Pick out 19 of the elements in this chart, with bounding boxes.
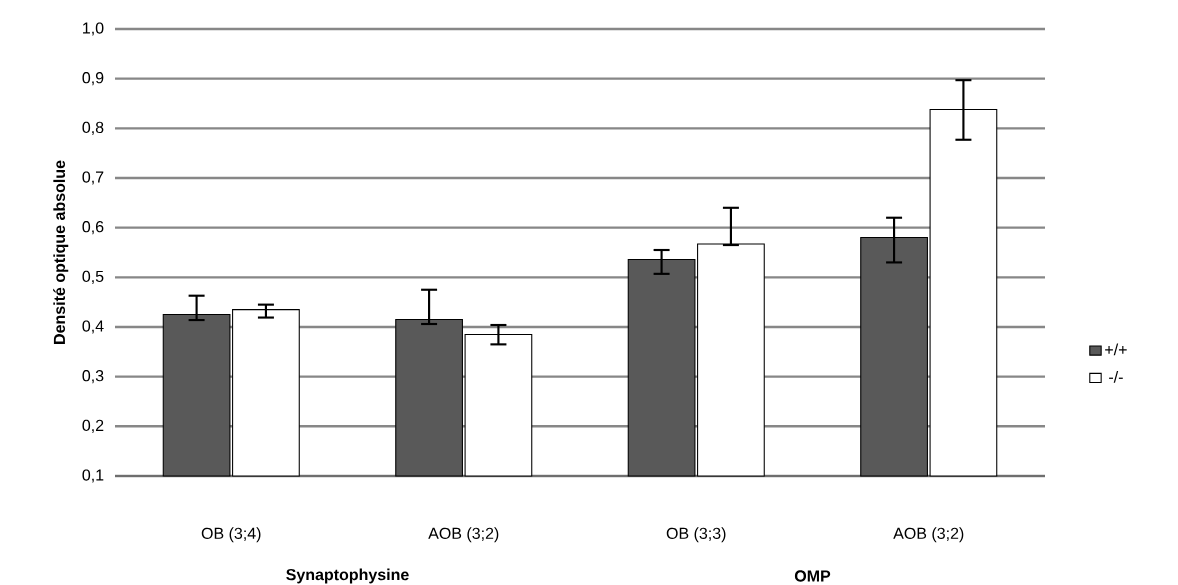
y-tick-label: 0,2 bbox=[82, 419, 104, 433]
y-tick-label: 1,0 bbox=[83, 22, 104, 36]
x-tick-label: OB (3;3) bbox=[666, 527, 726, 543]
y-tick-label: 0,1 bbox=[82, 469, 104, 483]
text: Synaptophysine bbox=[286, 568, 409, 584]
x-tick-label: OB (3;4) bbox=[201, 527, 261, 543]
legend-label: -/- bbox=[1109, 370, 1123, 383]
x-tick-label: AOB (3;2) bbox=[893, 527, 964, 543]
y-tick-label: 0,3 bbox=[82, 370, 104, 384]
text: OMP bbox=[794, 570, 831, 582]
legend-label: +/+ bbox=[1105, 343, 1127, 356]
y-tick-label: 0,6 bbox=[82, 221, 104, 235]
x-tick-label: AOB (3;2) bbox=[428, 527, 499, 543]
y-tick-label: 0,4 bbox=[82, 320, 104, 334]
y-tick-label: 0,8 bbox=[82, 121, 104, 135]
y-tick-label: 0,5 bbox=[82, 270, 104, 284]
y-tick-label: 0,7 bbox=[82, 171, 104, 185]
y-tick-label: 0,9 bbox=[82, 72, 104, 86]
y-axis-title: Densité optique absolue bbox=[53, 160, 69, 344]
